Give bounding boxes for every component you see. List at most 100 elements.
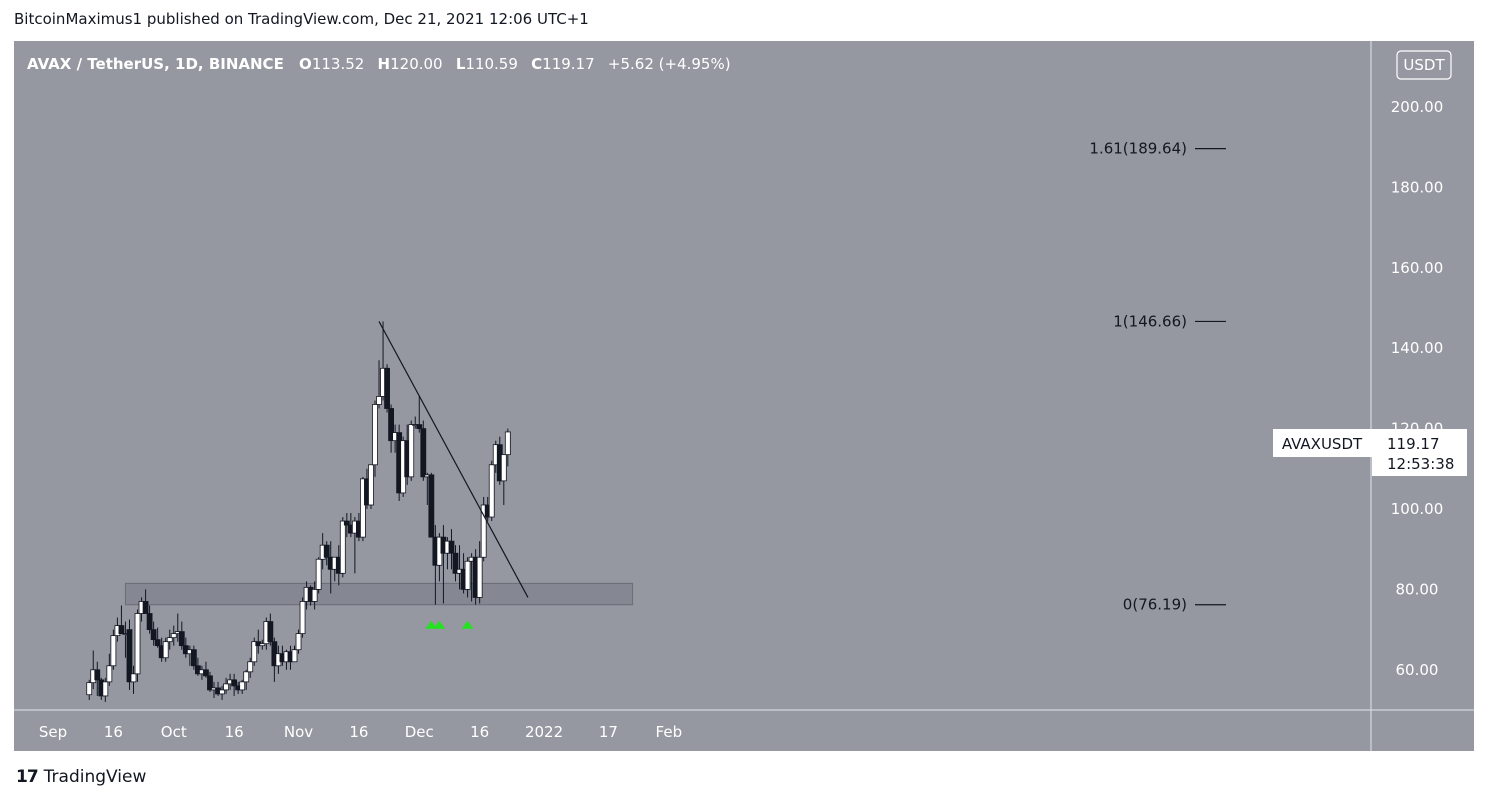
candle [86, 679, 93, 700]
candle-body [94, 669, 101, 681]
candle [251, 637, 258, 666]
candle-body [384, 367, 390, 409]
candle [154, 627, 161, 648]
candle-body [219, 689, 225, 695]
candle-body [190, 649, 197, 667]
candle [106, 653, 113, 686]
candle [207, 671, 213, 692]
candle [267, 613, 274, 646]
candle-body [388, 408, 395, 442]
bounce-marker [433, 620, 446, 629]
candle-body [110, 635, 117, 667]
candle-body [150, 629, 157, 641]
candle-body [259, 643, 266, 647]
symbol-legend: AVAX / TetherUS, 1D, BINANCE O113.52 H12… [27, 55, 731, 73]
candle-body [86, 682, 93, 696]
candle-body [231, 679, 238, 687]
y-tick-label: 180.00 [1391, 178, 1444, 196]
candle-body [504, 431, 511, 456]
candle [150, 621, 157, 646]
candle-body [500, 454, 507, 482]
candle-body [102, 681, 109, 697]
fib-label: 0(76.19) [1123, 596, 1187, 614]
low-value: 110.59 [465, 55, 518, 73]
x-tick-label: 2022 [525, 723, 563, 741]
candle-body [134, 613, 141, 675]
candle [480, 496, 487, 562]
candle-body [247, 661, 254, 673]
candle [416, 396, 423, 433]
candle-body [476, 556, 483, 598]
candle-body [291, 649, 298, 663]
candle-body [428, 474, 435, 538]
candle-body [295, 633, 302, 651]
candle-body [118, 625, 125, 635]
x-tick-label: Nov [284, 723, 313, 741]
x-tick-label: 17 [599, 723, 618, 741]
candle-body [488, 464, 495, 518]
candle-body [315, 558, 322, 590]
candle [118, 605, 125, 635]
x-tick-label: 16 [104, 723, 123, 741]
candle [146, 605, 153, 634]
price-tag-countdown: 12:53:38 [1387, 455, 1454, 473]
candle [291, 645, 298, 663]
x-tick-label: Dec [405, 723, 434, 741]
x-tick-label: 16 [349, 723, 368, 741]
candle [126, 619, 133, 690]
candle-body [376, 396, 382, 405]
candle [243, 669, 250, 690]
candle [368, 464, 374, 509]
candle [130, 665, 137, 694]
candle-body [170, 633, 177, 639]
high-value: 120.00 [390, 55, 443, 73]
candle [203, 661, 209, 678]
price-tag-symbol: AVAXUSDT [1282, 435, 1363, 453]
candle [110, 629, 117, 670]
candle [452, 545, 459, 582]
close-value: 119.17 [542, 55, 595, 73]
price-tag: AVAXUSDT 119.17 12:53:38 [1273, 429, 1467, 476]
candle [295, 629, 302, 654]
fib-label: 1(146.66) [1113, 312, 1187, 330]
candle-body [464, 560, 471, 590]
chart-canvas[interactable]: 1.61(189.64) 1(146.66) 0(76.19) 200.00 180.… [14, 41, 1474, 751]
footer-brand[interactable]: 𝟭𝟳 TradingView [16, 767, 146, 787]
candle-body [130, 673, 137, 683]
chart-frame[interactable]: 1.61(189.64) 1(146.66) 0(76.19) 200.00 180.… [14, 41, 1474, 751]
publish-info: BitcoinMaximus1 published on TradingView… [14, 10, 589, 28]
candle-body [323, 544, 330, 558]
candle [488, 460, 495, 522]
candle [372, 400, 378, 477]
candle-body [203, 669, 209, 677]
candle [476, 541, 483, 604]
candle-body [126, 629, 133, 683]
candle [408, 420, 415, 481]
candle-body [142, 601, 149, 614]
open-value: 113.52 [312, 55, 365, 73]
candle-body [166, 637, 173, 643]
bounce-marker [461, 620, 474, 629]
y-tick-label: 80.00 [1396, 580, 1439, 598]
candle [102, 677, 109, 702]
close-label: C [531, 55, 542, 73]
candle [134, 609, 141, 682]
candle-body [178, 631, 185, 647]
candle [500, 454, 507, 505]
open-label: O [299, 55, 312, 73]
candle-body [154, 639, 161, 647]
candle [360, 476, 366, 542]
x-tick-label: Sep [39, 723, 67, 741]
candle-body [420, 428, 427, 478]
candle [219, 685, 225, 700]
candle-body [251, 641, 258, 663]
footer-brand-name: TradingView [43, 767, 147, 787]
candle [339, 517, 346, 578]
y-tick-label: 100.00 [1391, 500, 1444, 518]
currency-button[interactable]: USDT [1396, 50, 1452, 80]
candle-body [223, 683, 229, 691]
candle-body [480, 504, 487, 558]
candle [384, 364, 390, 413]
candle [376, 360, 382, 409]
candle [247, 657, 254, 678]
